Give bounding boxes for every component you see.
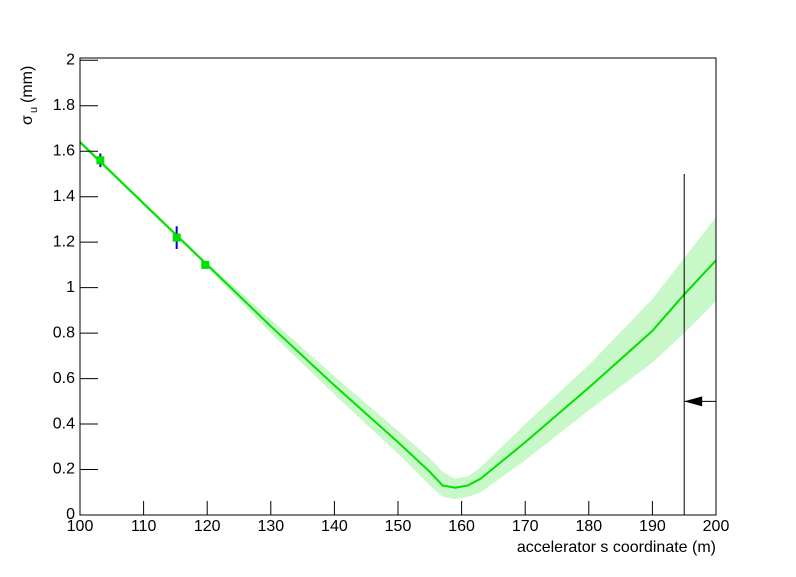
y-label-sub: u: [28, 107, 40, 113]
x-tick-label: 160: [448, 518, 475, 535]
y-tick-label: 1: [66, 279, 75, 296]
error-band: [80, 139, 716, 500]
x-tick-label: 190: [639, 518, 666, 535]
y-tick-label: 1.8: [53, 97, 75, 114]
y-tick-label: 0.8: [53, 324, 75, 341]
x-tick-label: 100: [67, 518, 94, 535]
x-tick-label: 150: [385, 518, 412, 535]
cut-arrow-head: [684, 396, 703, 407]
x-tick-label: 130: [257, 518, 284, 535]
y-tick-label: 0.2: [53, 461, 75, 478]
data-point: [201, 260, 210, 269]
data-point: [96, 156, 105, 165]
y-tick-label: 0: [66, 506, 75, 523]
x-tick-label: 120: [194, 518, 221, 535]
y-tick-label: 0.6: [53, 370, 75, 387]
y-label-unit: (mm): [19, 66, 36, 103]
x-tick-label: 140: [321, 518, 348, 535]
y-tick-label: 1.4: [53, 188, 75, 205]
y-axis-label: σ u (mm): [19, 66, 40, 125]
x-axis-label: accelerator s coordinate (m): [517, 539, 716, 556]
x-tick-label: 110: [131, 518, 157, 535]
y-tick-label: 2: [66, 51, 75, 68]
x-tick-label: 180: [575, 518, 602, 535]
y-tick-label: 1.6: [53, 142, 75, 159]
fit-line: [79, 141, 717, 489]
y-tick-label: 0.4: [53, 415, 75, 432]
y-tick-label: 1.2: [53, 233, 75, 250]
y-label-symbol: σ: [19, 115, 36, 125]
data-point: [172, 233, 181, 242]
x-tick-label: 200: [703, 518, 730, 535]
x-tick-label: 170: [512, 518, 539, 535]
